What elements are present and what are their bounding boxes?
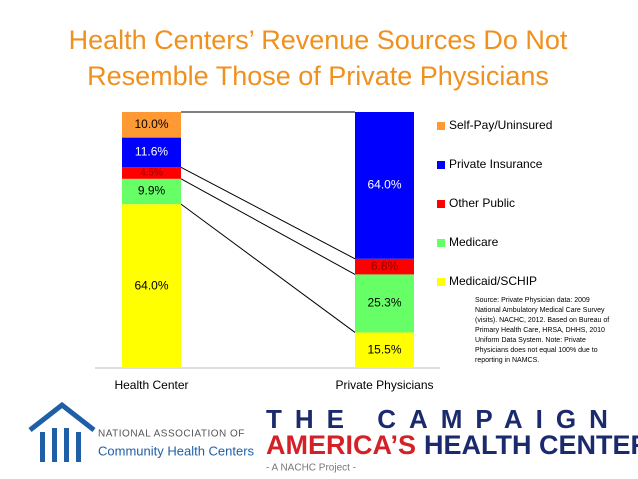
campaign-text: AMERICA’S HEALTH CENTERS <box>266 430 638 460</box>
legend-label: Medicare <box>449 235 499 249</box>
value-label: 9.9% <box>138 184 166 198</box>
connector <box>180 203 356 333</box>
logo-bar <box>40 432 45 462</box>
source-note: Physicians does not equal 100% due to <box>475 347 598 354</box>
legend-swatch <box>437 122 445 130</box>
source-note: Uniform Data System. Note: Private <box>475 337 586 344</box>
logo-bar <box>52 428 57 462</box>
nachc-text: NATIONAL ASSOCIATION OF <box>98 429 245 440</box>
title-line: Resemble Those of Private Physicians <box>87 61 549 91</box>
connector <box>180 166 356 260</box>
bar-segment <box>122 204 181 368</box>
campaign-blue: HEALTH CENTERS <box>424 430 638 460</box>
legend-swatch <box>437 278 445 286</box>
legend-label: Other Public <box>449 196 515 210</box>
bar-segment <box>122 112 181 138</box>
bar-segment <box>122 137 181 168</box>
legend-swatch <box>437 161 445 169</box>
x-tick-label: Health Center <box>114 378 188 392</box>
logo-roof <box>28 401 96 432</box>
nachc-logo <box>28 401 96 462</box>
campaign-sub: - A NACHC Project - <box>266 463 356 474</box>
value-label: 11.6% <box>135 145 168 159</box>
logo-bar <box>64 428 69 462</box>
legend-label: Medicaid/SCHIP <box>449 274 537 288</box>
logo-bar <box>76 432 81 462</box>
campaign-text: THE CAMPAIGN FOR <box>266 404 638 434</box>
bar-segment <box>122 167 181 179</box>
source-note: (visits). NACHC, 2012. Based on Bureau o… <box>475 317 609 324</box>
value-label: 4.5% <box>140 168 163 179</box>
source-note: Source: Private Physician data: 2009 <box>475 297 590 304</box>
title-line: Health Centers’ Revenue Sources Do Not <box>69 25 568 55</box>
bar-segment <box>355 332 414 368</box>
legend-swatch <box>437 239 445 247</box>
value-label: 25.3% <box>367 296 401 310</box>
legend-swatch <box>437 200 445 208</box>
x-tick-label: Private Physicians <box>335 378 433 392</box>
value-label: 64.0% <box>367 178 401 192</box>
legend-label: Private Insurance <box>449 157 543 171</box>
value-label: 10.0% <box>134 117 168 131</box>
source-note: reporting in NAMCS. <box>475 357 539 364</box>
legend-label: Self-Pay/Uninsured <box>449 118 552 132</box>
connector <box>180 178 356 275</box>
bar-segment <box>122 178 181 205</box>
bar-segment <box>355 258 414 275</box>
bar-segment <box>355 274 414 333</box>
campaign-red: AMERICA’S <box>266 430 416 460</box>
source-note: Primary Health Care, HRSA, DHHS, 2010 <box>475 327 605 334</box>
nachc-text: Community Health Centers <box>98 443 255 458</box>
value-label: 6.8% <box>371 259 399 273</box>
source-note: National Ambulatory Medical Care Survey <box>475 307 605 314</box>
value-label: 64.0% <box>134 278 168 292</box>
bar-segment <box>355 112 414 259</box>
value-label: 15.5% <box>367 342 401 356</box>
